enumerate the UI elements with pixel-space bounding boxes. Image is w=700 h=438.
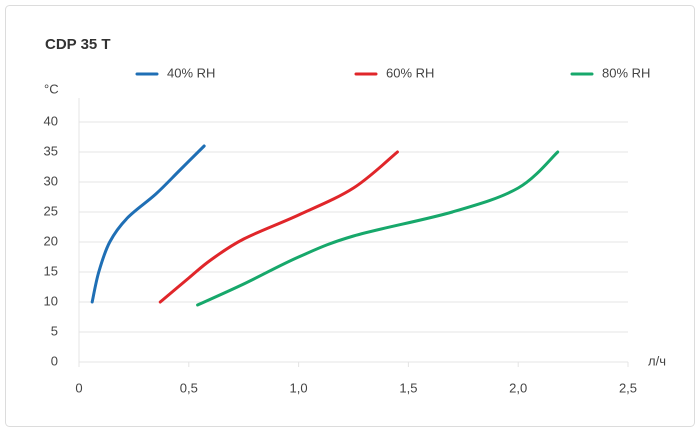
legend-label: 80% RH (602, 65, 650, 80)
y-tick-label: 0 (51, 353, 58, 368)
line (90, 144, 206, 304)
y-tick-label: 30 (44, 173, 58, 188)
line (196, 150, 560, 307)
y-tick-label: 40 (44, 113, 58, 128)
x-tick-label: 2,0 (509, 380, 527, 395)
y-tick-label: 25 (44, 203, 58, 218)
legend-label: 60% RH (386, 65, 434, 80)
line (158, 150, 399, 304)
x-tick-label: 1,5 (399, 380, 417, 395)
y-tick-label: 5 (51, 323, 58, 338)
x-axis-title: л/ч (648, 353, 666, 368)
chart-title: CDP 35 T (45, 36, 111, 53)
card (5, 5, 695, 427)
x-tick-label: 0 (75, 380, 82, 395)
x-tick-label: 2,5 (619, 380, 637, 395)
y-axis-title: °C (44, 81, 59, 96)
y-tick-label: 20 (44, 233, 58, 248)
x-tick-label: 0,5 (180, 380, 198, 395)
x-tick-label: 1,0 (290, 380, 308, 395)
y-tick-label: 35 (44, 143, 58, 158)
y-tick-label: 10 (44, 293, 58, 308)
legend-label: 40% RH (167, 65, 215, 80)
y-tick-label: 15 (44, 263, 58, 278)
